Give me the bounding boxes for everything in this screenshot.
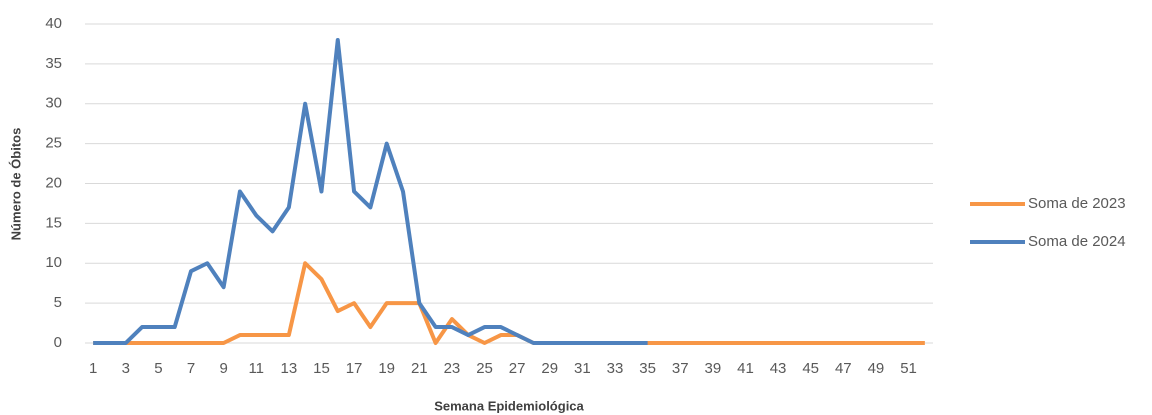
x-tick-label: 41 [737, 360, 754, 377]
y-tick-label: 15 [45, 214, 62, 231]
x-tick-label: 33 [607, 360, 624, 377]
x-tick-label: 17 [346, 360, 363, 377]
x-tick-label: 51 [900, 360, 917, 377]
y-axis-title: Número de Óbitos [8, 128, 23, 241]
x-tick-label: 25 [476, 360, 493, 377]
legend-text: Soma de 2023 [1028, 195, 1126, 212]
x-tick-label: 49 [868, 360, 885, 377]
x-tick-label: 9 [219, 360, 227, 377]
x-axis-title: Semana Epidemiológica [434, 398, 584, 413]
y-tick-label: 20 [45, 174, 62, 191]
x-tick-label: 5 [154, 360, 162, 377]
x-tick-label: 45 [802, 360, 819, 377]
y-tick-label: 25 [45, 135, 62, 152]
y-tick-label: 40 [45, 15, 62, 32]
x-tick-label: 23 [444, 360, 461, 377]
y-tick-label: 30 [45, 95, 62, 112]
y-tick-label: 35 [45, 55, 62, 72]
x-tick-label: 47 [835, 360, 852, 377]
x-tick-label: 7 [187, 360, 195, 377]
series-line [93, 261, 925, 345]
x-tick-label: 27 [509, 360, 526, 377]
x-tick-label: 37 [672, 360, 689, 377]
x-tick-label: 19 [378, 360, 395, 377]
x-tick-label: 1 [89, 360, 97, 377]
x-tick-label: 21 [411, 360, 428, 377]
y-tick-label: 0 [54, 334, 62, 351]
y-tick-label: 10 [45, 254, 62, 271]
x-tick-label: 35 [639, 360, 656, 377]
legend-text: Soma de 2024 [1028, 233, 1126, 250]
y-tick-label: 5 [54, 294, 62, 311]
series-line [93, 37, 648, 345]
x-tick-label: 11 [248, 360, 264, 377]
x-tick-label: 3 [122, 360, 130, 377]
x-tick-label: 31 [574, 360, 591, 377]
x-tick-label: 39 [705, 360, 722, 377]
x-tick-label: 15 [313, 360, 330, 377]
x-tick-label: 29 [541, 360, 558, 377]
x-tick-label: 43 [770, 360, 787, 377]
x-tick-label: 13 [281, 360, 298, 377]
